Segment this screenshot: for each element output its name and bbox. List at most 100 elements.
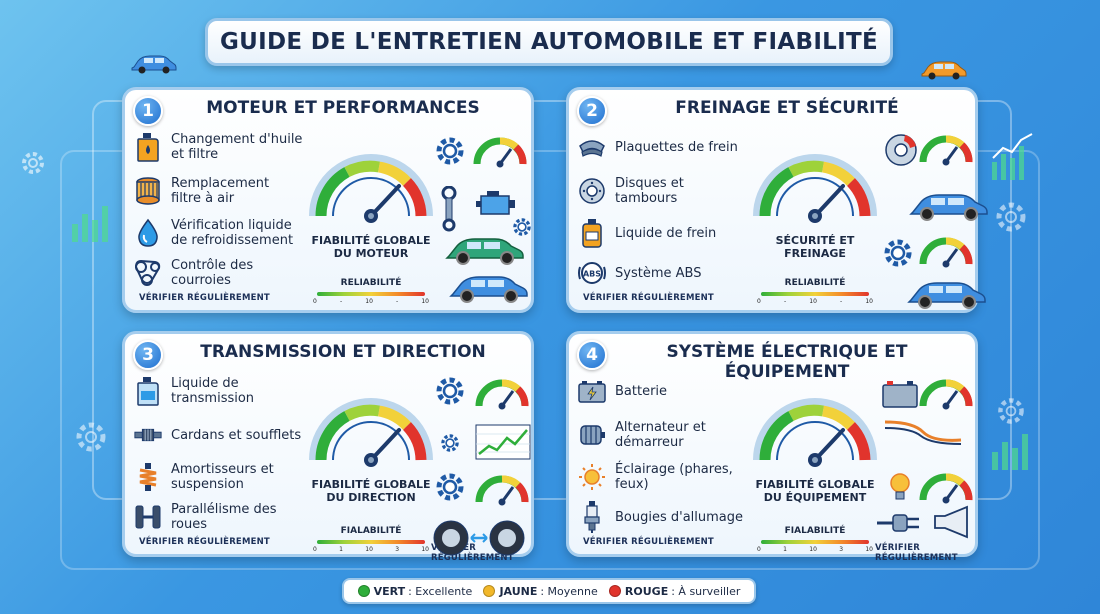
- panel-title: TRANSMISSION ET DIRECTION: [200, 342, 486, 362]
- maintenance-item: Cardans et soufflets: [133, 418, 303, 452]
- plug-icon: [875, 508, 925, 542]
- scale-tick-label: 10: [421, 298, 429, 305]
- scale-tick-label: 0: [757, 546, 761, 553]
- air-filter-icon: [133, 174, 163, 208]
- gear-icon: [433, 374, 467, 412]
- maintenance-item-label: Plaquettes de frein: [615, 139, 738, 155]
- brake-pad-icon: [577, 130, 607, 164]
- spark-plug-icon: [577, 500, 607, 534]
- reliability-scale-bar: [317, 540, 425, 544]
- legend-dot: [483, 585, 496, 597]
- maintenance-item-label: Liquide de frein: [615, 225, 717, 241]
- maintenance-item-label: Alternateur et démarreur: [615, 420, 706, 450]
- maintenance-item: Alternateur et démarreur: [577, 418, 747, 452]
- battery-icon: [577, 374, 607, 408]
- illustrations: [879, 130, 988, 310]
- wheel-alignment-icon: [133, 500, 163, 534]
- reliability-scale-label: RELIABILITÉ: [340, 278, 402, 288]
- bar-chart-icon: [992, 434, 1028, 470]
- reliability-gauge-block: SÉCURITÉ ET FREINAGE RELIABILITÉ 0 - 10 - 10: [751, 130, 879, 310]
- alternator-icon: [577, 418, 607, 452]
- scale-tick-label: 10: [865, 546, 873, 553]
- panel-3: 3 TRANSMISSION ET DIRECTION Liquide de tra…: [122, 331, 534, 563]
- illustrations: [435, 130, 531, 310]
- car-icon: [449, 268, 529, 308]
- verify-note: VÉRIFIER RÉGULIÈREMENT: [875, 543, 958, 563]
- mini-gauge-icon: [471, 134, 529, 172]
- scale-tick-label: 3: [839, 546, 844, 553]
- gauge-label: FIABILITÉ GLOBALE DU DIRECTION: [311, 478, 431, 504]
- legend-item-yellow: JAUNE : Moyenne: [483, 584, 598, 598]
- gear-icon: [76, 422, 106, 452]
- scale-tick-label: -: [339, 298, 343, 305]
- maintenance-item-label: Éclairage (phares, feux): [615, 462, 733, 492]
- illustrations: [877, 374, 975, 554]
- panel-2: 2 FREINAGE ET SÉCURITÉ Plaquettes de frein…: [566, 87, 988, 313]
- reliability-scale-bar: [761, 292, 869, 296]
- maintenance-item: Liquide de frein: [577, 216, 747, 250]
- bulb-icon: [885, 470, 915, 508]
- mini-gauge-icon: [473, 376, 531, 414]
- maintenance-item: Amortisseurs et suspension: [133, 460, 303, 494]
- trend-chart-icon: [475, 424, 531, 464]
- legend-text: : Excellente: [408, 584, 473, 598]
- panel-4: 4 SYSTÈME ÉLECTRIQUE ET ÉQUIPEMENT Batteri…: [566, 331, 978, 563]
- coolant-drop-icon: [133, 216, 163, 250]
- reliability-gauge-block: FIABILITÉ GLOBALE DU MOTEUR RELIABILITÉ 0 -…: [307, 130, 435, 310]
- legend-key: JAUNE: [499, 584, 538, 598]
- maintenance-item: Remplacement filtre à air: [133, 174, 303, 208]
- scale-tick-label: 10: [365, 298, 373, 305]
- line-chart-icon: [992, 133, 1033, 180]
- maintenance-item: Contrôle des courroies: [133, 256, 303, 290]
- scale-ticks: 0 - 10 - 10: [313, 298, 429, 305]
- oil-bottle-icon: [133, 130, 163, 164]
- background-connector: [60, 150, 1040, 570]
- legend-dot: [608, 585, 621, 597]
- scale-tick-label: -: [783, 298, 787, 305]
- mini-gauge-icon: [917, 376, 975, 414]
- transmission-fluid-icon: [133, 374, 163, 408]
- mini-gauge-icon: [917, 132, 975, 170]
- scale-tick-label: 1: [783, 546, 787, 553]
- maintenance-item-label: Liquide de transmission: [171, 376, 255, 406]
- legend-text: : À surveiller: [671, 584, 741, 598]
- maintenance-item: Disques et tambours: [577, 174, 747, 208]
- maintenance-item-label: Batterie: [615, 383, 668, 399]
- gear-icon: [511, 216, 533, 242]
- mini-gauge-icon: [917, 234, 975, 272]
- maintenance-item: Vérification liquide de refroidissement: [133, 216, 303, 250]
- panel-1: 1 MOTEUR ET PERFORMANCES Changement d'huil…: [122, 87, 534, 313]
- gear-icon: [881, 236, 915, 274]
- maintenance-item-label: Remplacement filtre à air: [171, 176, 270, 206]
- panel-number-badge: 3: [133, 340, 163, 370]
- gear-icon: [996, 202, 1026, 232]
- legend-key: ROUGE: [624, 584, 669, 598]
- gear-icon: [22, 152, 44, 174]
- panel-number-badge: 2: [577, 96, 607, 126]
- legend-key: VERT: [373, 584, 406, 598]
- cv-joint-icon: [133, 418, 163, 452]
- reliability-scale-label: FIALABILITÉ: [340, 526, 402, 536]
- maintenance-item-label: Disques et tambours: [615, 176, 684, 206]
- brake-disc-icon: [577, 174, 607, 208]
- reliability-scale-bar: [317, 292, 425, 296]
- gear-icon: [433, 470, 467, 508]
- reliability-gauge-block: FIABILITÉ GLOBALE DU DIRECTION FIALABILIT…: [307, 374, 435, 554]
- scale-tick-label: 10: [809, 546, 817, 553]
- wrench-icon: [437, 185, 461, 236]
- car-icon: [131, 55, 177, 74]
- maintenance-item-label: Bougies d'allumage: [615, 509, 744, 525]
- gauge-label: FIABILITÉ GLOBALE DU ÉQUIPEMENT: [755, 478, 875, 504]
- belt-icon: [133, 256, 163, 290]
- car-icon: [445, 230, 525, 270]
- reliability-gauge: [309, 154, 433, 223]
- main-title-banner: GUIDE DE L'ENTRETIEN AUTOMOBILE ET FIABI…: [205, 18, 893, 66]
- color-legend: VERT : Excellente JAUNE : Moyenne ROUGE …: [342, 578, 756, 604]
- gear-icon: [433, 134, 467, 172]
- legend-text: : Moyenne: [540, 584, 598, 598]
- scale-tick-label: 10: [421, 546, 429, 553]
- illustrations: [433, 374, 531, 556]
- gear-icon: [998, 398, 1024, 424]
- car-icon: [909, 186, 989, 226]
- main-title: GUIDE DE L'ENTRETIEN AUTOMOBILE ET FIABI…: [219, 29, 878, 55]
